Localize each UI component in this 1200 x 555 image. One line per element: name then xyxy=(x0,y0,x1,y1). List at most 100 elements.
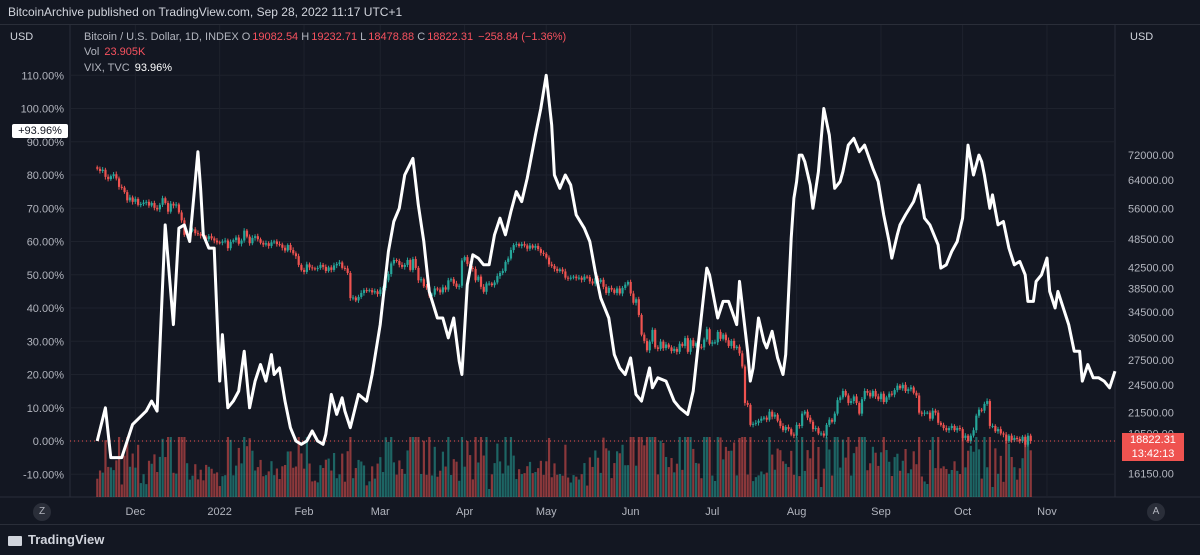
candle-body xyxy=(561,269,564,272)
candle-body xyxy=(142,202,145,205)
candle-body xyxy=(512,245,515,251)
volume-bar xyxy=(1021,458,1024,497)
volume-bar xyxy=(771,454,774,497)
candle-body xyxy=(1029,435,1032,441)
candle-body xyxy=(270,242,273,246)
volume-bar xyxy=(986,467,989,497)
volume-bar xyxy=(460,437,464,497)
volume-bar xyxy=(235,465,238,497)
candle-body xyxy=(455,283,458,287)
candle-body xyxy=(463,257,466,261)
zoom-button[interactable]: Z xyxy=(33,503,51,521)
volume-bar xyxy=(313,480,317,497)
candle-body xyxy=(822,433,826,436)
candle-body xyxy=(621,287,624,294)
volume-bar xyxy=(463,466,466,497)
volume-bar xyxy=(567,477,570,497)
candle-body xyxy=(474,268,477,281)
candle-body xyxy=(256,236,259,240)
volume-bar xyxy=(798,476,801,497)
candle-body xyxy=(792,434,796,436)
candle-body xyxy=(877,396,880,400)
auto-scale-button[interactable]: A xyxy=(1147,503,1165,521)
candle-body xyxy=(534,245,537,248)
volume-bar xyxy=(215,472,219,497)
volume-bar xyxy=(947,473,951,497)
candle-body xyxy=(235,237,238,241)
volume-bar xyxy=(224,475,227,497)
volume-bar xyxy=(343,481,347,497)
volume-bar xyxy=(493,463,496,497)
candle-body xyxy=(635,299,638,303)
candle-body xyxy=(373,291,376,293)
volume-bar xyxy=(409,437,412,497)
chart-svg[interactable]: 110.00% 100.00% 90.00% 80.00% 70.00% 60.00% 50… xyxy=(0,25,1200,521)
volume-bar xyxy=(1002,481,1005,497)
candle-body xyxy=(547,257,551,265)
candle-body xyxy=(727,340,730,346)
volume-bar xyxy=(205,464,208,497)
candle-body xyxy=(662,341,665,349)
candle-body xyxy=(311,267,314,269)
volume-bar xyxy=(1026,437,1030,497)
candle-body xyxy=(96,167,99,169)
volume-bar xyxy=(773,469,777,497)
candle-body xyxy=(229,241,232,249)
volume-bar xyxy=(825,437,828,497)
volume-bar xyxy=(226,437,230,497)
volume-bar xyxy=(164,457,167,497)
volume-bar xyxy=(117,437,121,497)
candle-body xyxy=(254,236,257,238)
volume-bar xyxy=(449,475,453,497)
candle-body xyxy=(594,278,597,284)
left-axis-currency: USD xyxy=(10,31,34,43)
volume-bar xyxy=(656,474,660,497)
volume-bar xyxy=(817,447,820,497)
candle-body xyxy=(520,244,523,246)
volume-bar xyxy=(537,468,540,497)
candle-body xyxy=(743,366,747,403)
candle-body xyxy=(980,409,983,411)
candle-body xyxy=(1016,437,1019,439)
volume-bar xyxy=(550,477,553,497)
volume-bar xyxy=(983,437,986,497)
candle-body xyxy=(852,396,855,402)
chart-area[interactable]: 110.00% 100.00% 90.00% 80.00% 70.00% 60.00% 50… xyxy=(0,24,1200,521)
volume-bar xyxy=(528,461,532,497)
volume-bar xyxy=(417,437,420,497)
volume-bar xyxy=(392,462,396,497)
price-badge: 18822.31 xyxy=(1122,433,1184,447)
volume-bar xyxy=(1018,468,1021,497)
candle-body xyxy=(191,229,194,231)
volume-bar xyxy=(912,451,915,497)
volume-bar xyxy=(420,474,423,497)
volume-bar xyxy=(352,478,355,497)
candle-body xyxy=(493,282,496,286)
candle-body xyxy=(417,267,420,281)
legend-open: 19082.54 xyxy=(252,31,299,43)
volume-bar xyxy=(1007,443,1011,497)
volume-bar xyxy=(599,472,602,497)
candle-body xyxy=(262,242,265,245)
volume-bar xyxy=(346,451,349,497)
candle-body xyxy=(439,289,442,293)
volume-bar xyxy=(975,437,978,497)
volume-bar xyxy=(967,450,970,497)
candle-body xyxy=(651,329,654,342)
volume-bar xyxy=(629,437,632,497)
candle-body xyxy=(703,339,706,348)
volume-bar xyxy=(485,437,488,497)
candle-body xyxy=(915,392,918,396)
volume-bar xyxy=(675,463,679,497)
candle-body xyxy=(787,426,790,430)
footer-bar: TradingView xyxy=(0,524,1200,555)
volume-bar xyxy=(479,437,483,497)
candle-body xyxy=(145,201,148,203)
volume-bar xyxy=(237,447,240,497)
candle-body xyxy=(531,245,534,248)
candle-body xyxy=(523,244,526,246)
candle-body xyxy=(825,424,828,436)
volume-bar xyxy=(811,437,815,497)
volume-bar xyxy=(381,472,385,497)
volume-bar xyxy=(229,439,232,497)
